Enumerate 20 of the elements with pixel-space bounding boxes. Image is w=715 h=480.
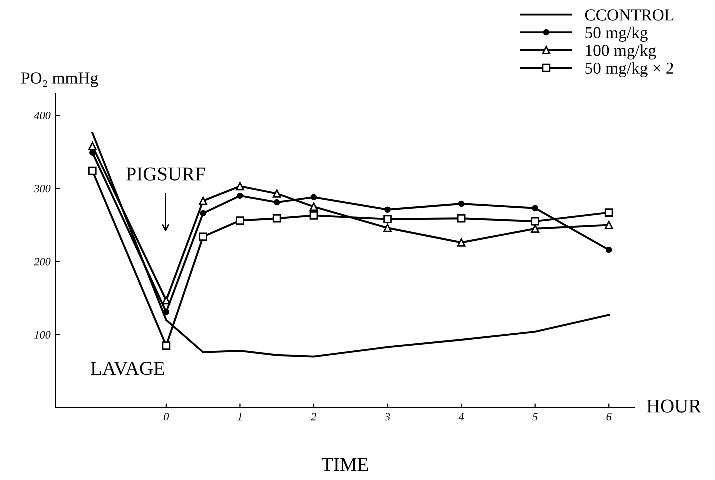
y-tick-label: 400 bbox=[34, 112, 51, 120]
x-tick-label: 4 bbox=[458, 413, 464, 421]
x-tick-label: 3 bbox=[384, 413, 390, 421]
y-tick-label: 300 bbox=[34, 185, 51, 193]
x-tick-label: 1 bbox=[238, 413, 242, 421]
legend-label: 50 mg/kg bbox=[586, 26, 648, 42]
legend-label: CCONTROL bbox=[585, 10, 674, 21]
y-axis-title: PO₂ mmHg bbox=[22, 72, 98, 88]
x-axis-title: TIME bbox=[322, 458, 368, 472]
x-tick-label: 2 bbox=[311, 413, 317, 421]
x-tick-label: 0 bbox=[164, 413, 170, 421]
y-tick-label: 200 bbox=[34, 258, 51, 266]
y-tick-label: 100 bbox=[34, 331, 51, 339]
text: HOUR bbox=[647, 400, 702, 413]
legend-label: 50 mg/kg × 2 bbox=[586, 62, 674, 78]
x-tick-label: 6 bbox=[606, 413, 612, 421]
x-tick-label: 5 bbox=[532, 413, 538, 421]
annotation: PIGSURF bbox=[126, 168, 206, 181]
annotation: LAVAGE bbox=[91, 362, 164, 376]
legend-label: 100 mg/kg bbox=[586, 44, 656, 60]
